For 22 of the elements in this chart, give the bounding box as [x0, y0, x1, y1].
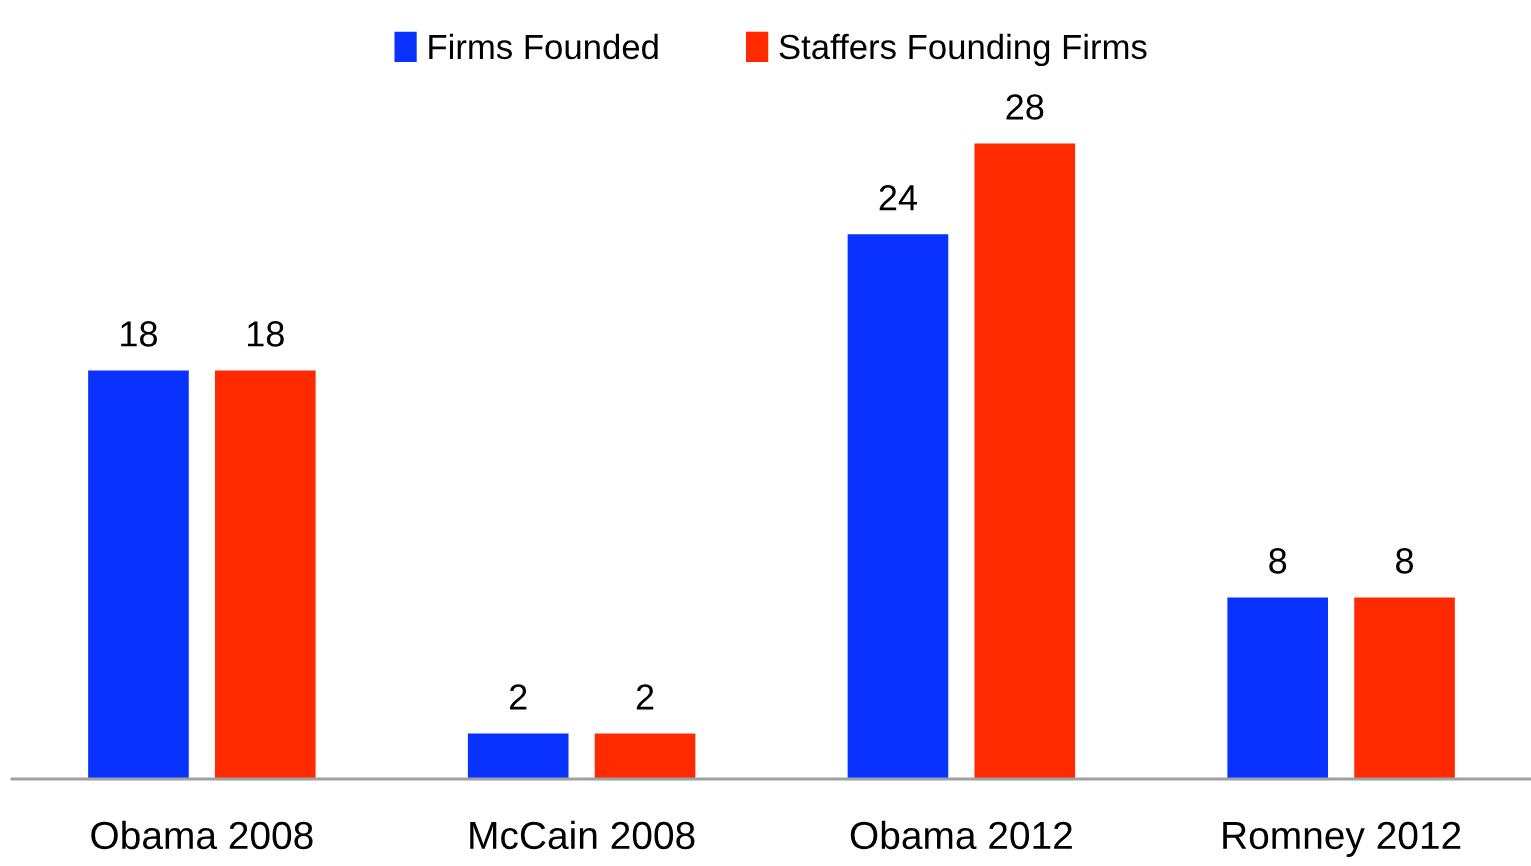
bar [594, 733, 696, 779]
bar [847, 234, 949, 779]
x-tick-label: Obama 2008 [91, 820, 313, 850]
bar [88, 370, 189, 779]
data-label: 24 [879, 184, 917, 211]
bar [467, 733, 569, 779]
data-label: 18 [121, 321, 157, 347]
bar [1354, 597, 1455, 779]
x-tick-label: Romney 2012 [1223, 821, 1461, 857]
x-tick-label: McCain 2008 [470, 820, 695, 850]
data-label: 2 [509, 684, 527, 710]
data-label: 28 [1006, 94, 1044, 120]
data-label: 2 [636, 684, 654, 710]
data-label: 8 [1269, 548, 1287, 574]
legend-label: Staffers Founding Firms [779, 33, 1147, 67]
bar [214, 370, 316, 779]
bar [974, 143, 1076, 779]
data-label: 18 [247, 321, 284, 347]
data-label: 8 [1396, 548, 1414, 574]
bar [1227, 597, 1329, 779]
legend-label: Firms Founded [429, 33, 658, 60]
x-tick-label: Obama 2012 [850, 820, 1072, 850]
